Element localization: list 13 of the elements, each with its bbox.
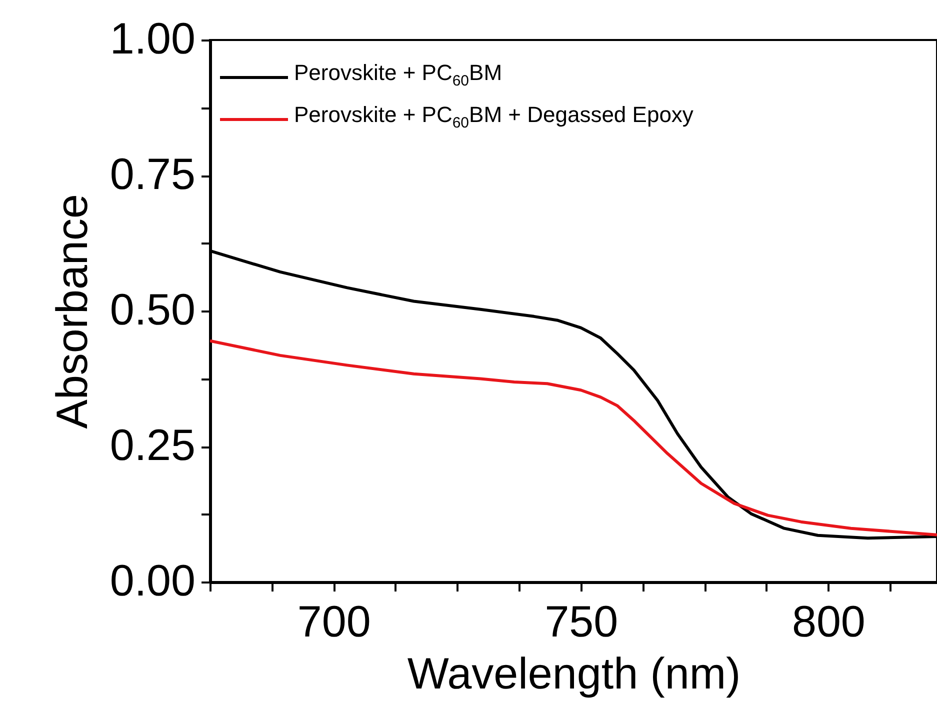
x-tick-label: 750 [544,598,618,646]
legend-label: Perovskite + PC$_{60}$BM + Degassed Epoxy [294,101,694,134]
y-tick-label: 0.00 [110,556,196,606]
x-axis-title: Wavelength (nm) [407,650,741,698]
x-tick-label: 800 [792,598,866,646]
x-tick-label: 700 [297,598,371,646]
y-axis-title: Absorbance [48,194,97,429]
y-tick-label: 0.25 [110,421,196,470]
legend-label: Perovskite + PC$_{60}$BM [294,59,502,92]
y-tick-label: 0.75 [110,150,196,199]
y-tick-label: 1.00 [110,14,196,64]
line-series [210,339,937,536]
y-tick-label: 0.50 [110,286,196,334]
